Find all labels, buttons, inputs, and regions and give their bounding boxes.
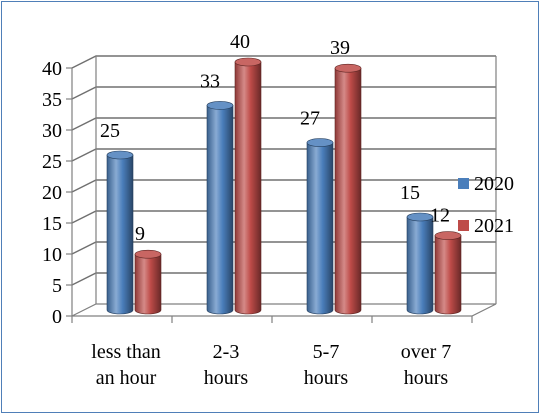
- x-category-label: over 7: [401, 341, 452, 363]
- x-category-label: less than: [91, 341, 160, 363]
- x-category-label: hours: [204, 367, 249, 389]
- bar-top: [234, 57, 262, 67]
- bars-layer: [106, 57, 462, 315]
- bar-2021: [234, 57, 262, 315]
- y-tick-label: 10: [42, 244, 62, 266]
- y-tick-label: 5: [52, 275, 62, 297]
- bar-body: [134, 253, 162, 315]
- x-category-label: hours: [304, 367, 349, 389]
- bar-body: [406, 216, 434, 315]
- y-tick-label: 0: [52, 306, 62, 328]
- bar-top: [434, 231, 462, 240]
- bar-top: [306, 138, 334, 147]
- y-tick-label: 40: [42, 58, 62, 80]
- axis-layer: 0 5 10 15 20 25 30 35 40: [42, 58, 473, 328]
- x-category-label: an hour: [96, 367, 157, 389]
- grid-layer: [71, 55, 497, 317]
- bar-2021: [434, 231, 462, 315]
- x-category-label: 2-3: [213, 341, 240, 363]
- data-label: 25: [100, 120, 120, 142]
- bar-top: [106, 150, 134, 160]
- labels-layer: less than an hour 2-3 hours 5-7 hours over 7 ho…: [91, 31, 451, 389]
- legend-label: 2021: [474, 215, 514, 237]
- x-category-label: 5-7: [313, 341, 340, 363]
- bar-body: [306, 142, 334, 315]
- bar-top: [206, 101, 234, 110]
- data-label: 39: [330, 37, 350, 59]
- bar-top: [134, 249, 162, 259]
- y-tick-label: 35: [42, 89, 62, 111]
- data-label: 40: [230, 31, 250, 53]
- bar-2020: [206, 101, 234, 315]
- legend: 2020 2021: [458, 173, 514, 237]
- bar-2020: [306, 138, 334, 315]
- y-tick-label: 25: [42, 151, 62, 173]
- data-label: 9: [135, 223, 145, 245]
- bar-2021: [134, 249, 162, 315]
- data-label: 33: [200, 70, 220, 92]
- y-tick-label: 15: [42, 213, 62, 235]
- data-label: 12: [430, 205, 450, 227]
- legend-swatch-2021: [458, 220, 469, 231]
- bar-body: [234, 61, 262, 315]
- bar-top: [406, 212, 434, 222]
- bar-body: [106, 154, 134, 315]
- y-tick-label: 30: [42, 120, 62, 142]
- data-label: 15: [400, 182, 420, 204]
- legend-swatch-2020: [458, 178, 469, 189]
- bar-body: [434, 235, 462, 315]
- bar-2020: [406, 212, 434, 315]
- bar-body: [206, 105, 234, 315]
- data-label: 27: [300, 108, 320, 130]
- bar-2020: [106, 150, 134, 315]
- x-category-label: hours: [404, 367, 449, 389]
- legend-label: 2020: [474, 173, 514, 195]
- bar-top: [334, 63, 362, 73]
- bar-body: [334, 67, 362, 315]
- bar-2021: [334, 63, 362, 315]
- y-tick-label: 20: [42, 182, 62, 204]
